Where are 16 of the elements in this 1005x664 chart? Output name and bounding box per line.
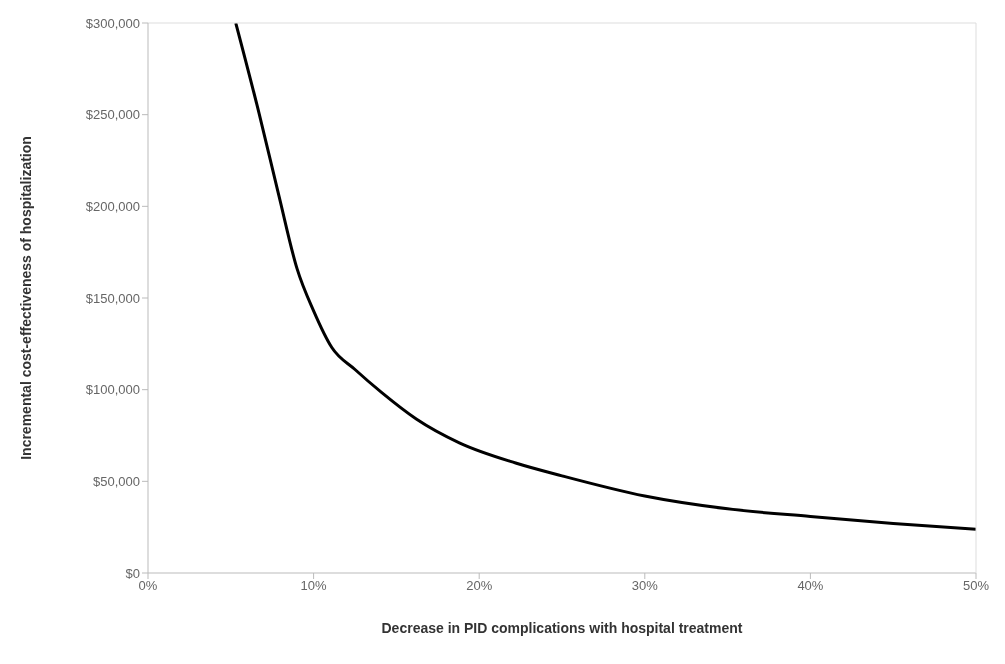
x-axis-title: Decrease in PID complications with hospital treatment	[381, 620, 743, 636]
y-tick-label: $150,000	[85, 290, 140, 306]
y-tick-label: $100,000	[85, 382, 140, 398]
x-tick-label: 10%	[300, 578, 328, 594]
x-tick-label: 50%	[962, 578, 990, 594]
y-tick-label: $50,000	[93, 473, 140, 489]
x-tick-label: 30%	[631, 578, 659, 594]
x-tick-label: 20%	[466, 578, 493, 594]
line-series	[234, 23, 976, 531]
y-tick-label: $300,000	[85, 15, 140, 31]
y-tick-label: $250,000	[85, 107, 140, 123]
x-tick-label: 0%	[138, 578, 158, 594]
y-tick-label: $200,000	[85, 198, 140, 214]
y-axis-title: Incremental cost-effectiveness of hospitalization	[17, 136, 34, 460]
y-tick-label: $0	[125, 565, 140, 581]
x-tick-label: 40%	[797, 578, 824, 594]
